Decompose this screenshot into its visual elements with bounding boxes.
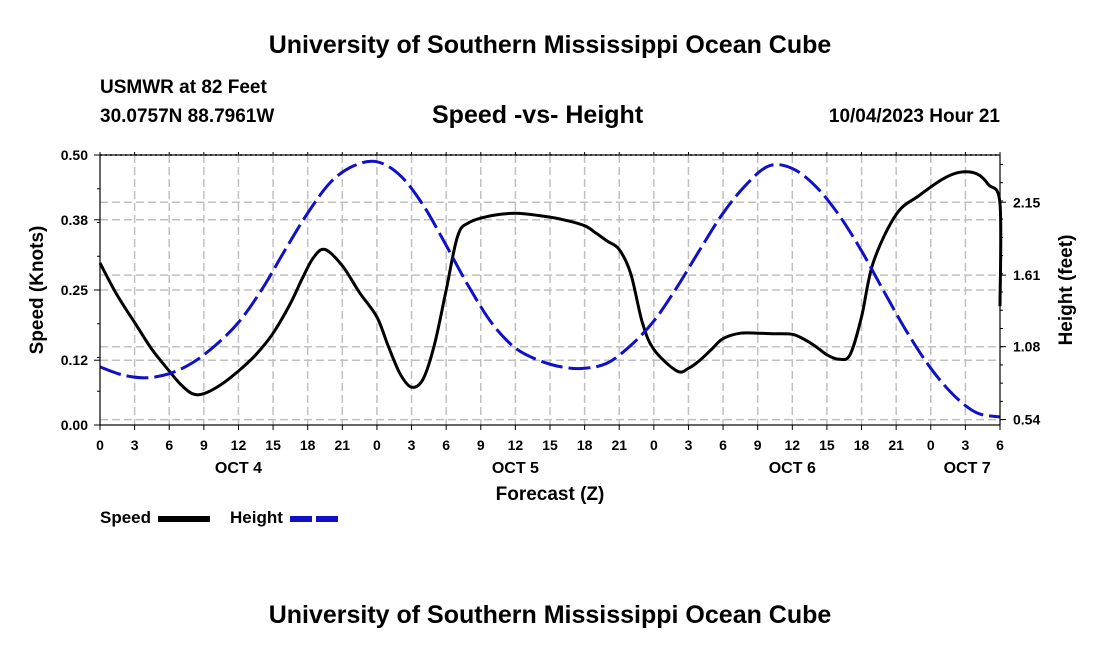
y2-tick-label: 2.15 <box>1013 194 1040 210</box>
legend-height: Height <box>230 508 342 528</box>
x-axis-label: Forecast (Z) <box>496 484 605 505</box>
x-tick-label: 15 <box>819 437 835 453</box>
x-tick-label: 3 <box>685 437 693 453</box>
x-tick-label: 9 <box>754 437 762 453</box>
legend-speed: Speed <box>100 508 210 528</box>
x-tick-label: 12 <box>231 437 247 453</box>
x-tick-label: 18 <box>300 437 316 453</box>
legend-speed-swatch <box>157 515 210 522</box>
x-tick-label: 15 <box>265 437 281 453</box>
x-tick-label: 0 <box>373 437 381 453</box>
day-label: OCT 4 <box>215 460 262 477</box>
x-tick-label: 0 <box>96 437 104 453</box>
x-tick-label: 0 <box>650 437 658 453</box>
chart-title: Speed -vs- Height <box>432 101 644 129</box>
x-tick-label: 6 <box>442 437 450 453</box>
axis-ticks: 0 3 6 9 12 15 18 21 0 3 6 9 12 15 18 21 0 3 6 9 12 15 18 21 0 3 60… <box>61 147 1041 477</box>
x-tick-label: 6 <box>719 437 727 453</box>
day-label: OCT 5 <box>492 460 539 477</box>
page-title-top: University of Southern Mississippi Ocean… <box>268 31 832 59</box>
y-tick-label: 0.50 <box>61 147 88 163</box>
day-label: OCT 6 <box>769 460 816 477</box>
x-tick-label: 21 <box>611 437 627 453</box>
speed-height-chart: 0 3 6 9 12 15 18 21 0 3 6 9 12 15 18 21 0 3 6 9 12 15 18 21 0 3 60… <box>27 147 1077 505</box>
y-tick-label: 0.12 <box>61 352 88 368</box>
x-tick-label: 0 <box>927 437 935 453</box>
x-tick-label: 3 <box>408 437 416 453</box>
x-tick-label: 21 <box>888 437 904 453</box>
page-title-bottom: University of Southern Mississippi Ocean… <box>268 601 832 629</box>
day-label: OCT 7 <box>944 460 991 477</box>
series-line-speed <box>98 170 1003 397</box>
series-line-height <box>99 159 1001 419</box>
y2-tick-label: 1.08 <box>1013 339 1040 355</box>
x-tick-label: 15 <box>542 437 558 453</box>
y-tick-label: 0.38 <box>61 212 88 228</box>
x-tick-label: 9 <box>200 437 208 453</box>
x-tick-label: 18 <box>854 437 870 453</box>
series-lines <box>98 159 1003 419</box>
y-axis-label: Speed (Knots) <box>27 226 48 355</box>
x-tick-label: 18 <box>577 437 593 453</box>
coordinates-label: 30.0757N 88.7961W <box>100 106 275 127</box>
legend-height-label: Height <box>230 508 283 527</box>
station-label: USMWR at 82 Feet <box>100 77 267 98</box>
y2-tick-label: 1.61 <box>1013 267 1040 283</box>
x-tick-label: 6 <box>165 437 173 453</box>
y-tick-label: 0.25 <box>61 282 88 298</box>
y-tick-label: 0.00 <box>61 417 88 433</box>
x-tick-label: 12 <box>785 437 801 453</box>
legend-height-swatch <box>289 515 342 522</box>
timestamp-label: 10/04/2023 Hour 21 <box>828 106 1000 127</box>
x-tick-label: 21 <box>335 437 351 453</box>
grid-lines <box>100 155 1000 425</box>
x-tick-label: 9 <box>477 437 485 453</box>
y2-tick-label: 0.54 <box>1013 412 1040 428</box>
x-tick-label: 6 <box>996 437 1004 453</box>
x-tick-label: 3 <box>131 437 139 453</box>
x-tick-label: 3 <box>961 437 969 453</box>
legend-speed-label: Speed <box>100 508 152 527</box>
y2-axis-label: Height (feet) <box>1056 235 1077 346</box>
x-tick-label: 12 <box>508 437 524 453</box>
